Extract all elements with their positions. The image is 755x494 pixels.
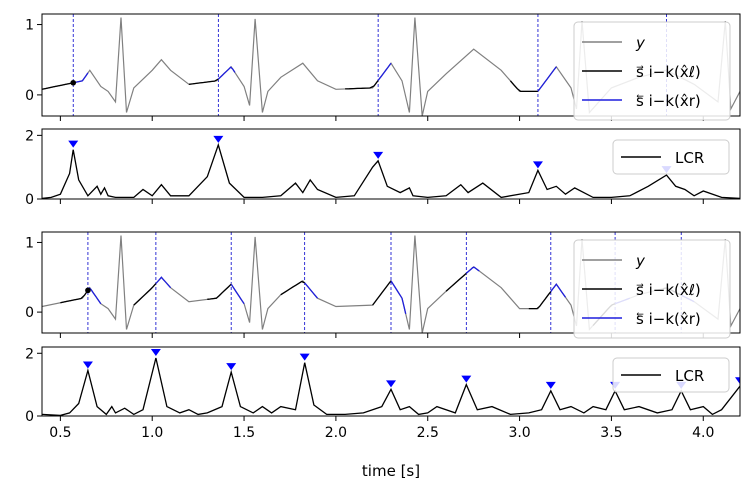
x-tick-label: 2.5 — [417, 425, 439, 441]
backward-estimate — [377, 62, 392, 81]
peak-marker — [82, 361, 93, 369]
legend-box — [612, 357, 730, 393]
forward-estimate — [345, 80, 379, 90]
y-tick-label: 1 — [25, 18, 34, 34]
y-tick-label: 0 — [25, 409, 34, 425]
forward-estimate — [280, 280, 305, 296]
legend-label: s⃗ i−k(x̂ℓ) — [636, 63, 701, 81]
backward-estimate — [550, 283, 567, 298]
peak-marker — [226, 363, 237, 371]
peak-marker — [735, 377, 740, 385]
x-tick-label: 3.0 — [508, 425, 530, 441]
y-tick-label: 2 — [25, 346, 34, 362]
legend-label: LCR — [675, 149, 704, 167]
x-tick-label: 0.5 — [49, 425, 71, 441]
backward-estimate — [304, 282, 318, 299]
panel-signal-2: 0 1 y s⃗ i−k(x̂ℓ) s⃖ i−k(x̂r) — [25, 231, 741, 339]
y-tick-label: 0 — [25, 88, 34, 104]
peak-marker — [68, 140, 79, 148]
legend-label: y — [635, 34, 646, 52]
forward-estimate — [528, 291, 552, 310]
peak-marker — [213, 135, 224, 143]
forward-estimate — [509, 80, 538, 93]
panel-signal-1: 0 1 y s⃗ i−k(x̂ℓ) s⃖ i−k(x̂r) — [25, 13, 741, 121]
lcr-line — [42, 142, 740, 199]
forward-estimate — [60, 289, 89, 304]
y-tick-label: 1 — [25, 235, 34, 251]
legend-label: s⃖ i−k(x̂r) — [636, 92, 701, 110]
legend-label: LCR — [675, 367, 704, 385]
legend-box — [573, 21, 731, 121]
legend-box — [573, 239, 731, 339]
plot-area — [42, 348, 740, 416]
lcr-line — [42, 357, 740, 416]
y-tick-label: 2 — [25, 128, 34, 144]
backward-estimate — [217, 66, 236, 80]
backward-estimate — [537, 66, 557, 92]
change-point-dot — [85, 287, 91, 294]
forward-estimate — [207, 283, 232, 300]
x-tick-label: 1.0 — [141, 425, 163, 441]
backward-estimate — [230, 283, 245, 305]
backward-estimate — [155, 276, 172, 289]
x-tick-label: 4.0 — [692, 425, 714, 441]
y-tick-label: 0 — [25, 305, 34, 321]
change-point-dot — [70, 79, 77, 86]
y-tick-label: 0 — [25, 192, 34, 208]
forward-estimate — [188, 78, 219, 85]
legend-label: s⃗ i−k(x̂ℓ) — [636, 281, 701, 299]
peak-marker — [545, 381, 556, 389]
peak-marker — [461, 375, 472, 383]
x-tick-label: 1.5 — [233, 425, 255, 441]
legend-label: y — [635, 252, 646, 270]
axes-frame — [41, 231, 741, 334]
forward-estimate — [445, 272, 467, 292]
x-axis-title: time [s] — [362, 462, 420, 480]
backward-estimate — [465, 266, 480, 274]
forward-estimate — [133, 283, 157, 306]
legend-box — [612, 139, 730, 175]
backward-estimate — [390, 280, 407, 314]
panel-lcr-1: 0 2 LCR — [25, 128, 741, 208]
axes-frame — [41, 346, 741, 417]
peak-marker — [150, 348, 161, 356]
panel-lcr-2: 0 2 0.5 1.0 1.5 2.0 2.5 3.0 3.5 4.0 LCR — [25, 346, 741, 441]
axes-frame — [41, 13, 741, 117]
x-tick-label: 2.0 — [325, 425, 347, 441]
peak-marker — [373, 151, 384, 159]
forward-estimate — [372, 280, 392, 306]
x-tick-label: 3.5 — [600, 425, 622, 441]
forward-estimate — [42, 82, 74, 90]
panels: 0 1 y s⃗ i−k(x̂ℓ) s⃖ i−k(x̂r) 0 2 LCR 0 1 y s⃗ i−k(… — [25, 13, 741, 441]
axes-frame — [41, 128, 741, 200]
peak-marker — [299, 353, 310, 361]
peak-marker — [386, 380, 396, 388]
peak-marker — [532, 161, 543, 169]
legend-label: s⃖ i−k(x̂r) — [636, 310, 701, 328]
